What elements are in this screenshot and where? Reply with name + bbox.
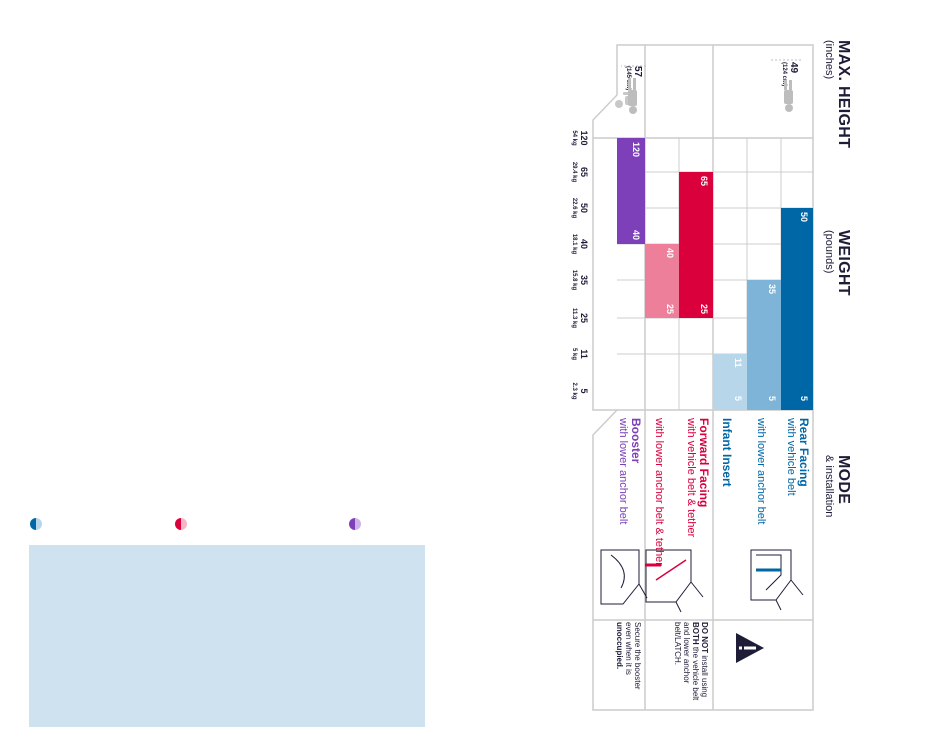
- bar-max-label: 40: [665, 248, 675, 259]
- info-panel: [29, 545, 425, 727]
- warning-both: BOTH: [691, 622, 700, 645]
- bar-forward-lower-anchor: [645, 244, 679, 318]
- weight-tick-lb: 11: [579, 349, 589, 359]
- weight-tick-lb: 120: [579, 130, 589, 146]
- bar-rear-vehicle-belt-rect: [781, 208, 813, 410]
- bar-infant-insert: [713, 354, 747, 410]
- weight-tick-lb: 50: [579, 202, 589, 213]
- bar-max-label: 35: [767, 284, 777, 295]
- weight-tick-kg: 15.8 kg: [571, 269, 577, 291]
- bar-max-label: 11: [733, 358, 743, 368]
- bar-min-label: 5: [733, 396, 743, 402]
- weight-tick-lb: 40: [579, 238, 589, 249]
- chart-grid: [592, 44, 814, 711]
- bar-infant-insert-rect: [713, 354, 747, 410]
- warning-booster: Secure the booster even when it is unocc…: [615, 622, 642, 702]
- warning-booster-text: Secure the booster even when it is: [624, 622, 642, 690]
- bar-min-label: 5: [799, 396, 809, 402]
- bar-max-label: 120: [631, 142, 641, 158]
- booster-color-dot: [349, 518, 361, 530]
- bar-forward-vehicle-belt-rect: [679, 172, 713, 318]
- forward-facing-color-dot: [175, 518, 187, 530]
- bar-booster-rect: [617, 138, 645, 244]
- bar-min-label: 25: [699, 304, 709, 315]
- weight-tick-lb: 65: [579, 166, 589, 177]
- weight-tick-kg: 54 kg: [571, 130, 577, 146]
- warning-do-not: DO NOT: [700, 622, 709, 654]
- weight-tick-kg: 5 kg: [571, 347, 577, 360]
- warning-unoccupied: unoccupied.: [615, 622, 624, 670]
- weight-tick-kg: 29.4 kg: [571, 161, 577, 183]
- car-seat-illustrations: [600, 549, 804, 613]
- bar-forward-vehicle-belt: [679, 172, 713, 318]
- warning-rear-forward: DO NOT install using BOTH the vehicle be…: [673, 622, 709, 702]
- rear-facing-color-dot: [30, 518, 42, 530]
- bar-min-label: 25: [665, 304, 675, 315]
- bar-rear-lower-anchor-rect: [747, 280, 781, 410]
- mode-infant-insert: Infant Insert: [720, 418, 734, 487]
- bar-forward-lower-anchor-rect: [645, 244, 679, 318]
- weight-tick-kg: 18.1 kg: [571, 233, 577, 255]
- weight-tick-kg: 11.3 kg: [571, 307, 577, 328]
- bar-min-label: 5: [767, 396, 777, 402]
- height-markers: [621, 59, 801, 114]
- bar-min-label: 40: [631, 230, 641, 241]
- weight-tick-lb: 35: [579, 274, 589, 285]
- bar-rear-lower-anchor: [747, 280, 781, 410]
- car-seat-chart: MODE & installation WEIGHT (pounds) MAX.…: [555, 0, 855, 752]
- mode-rear-lower-anchor: with lower anchor belt: [755, 418, 767, 525]
- bar-max-label: 50: [799, 212, 809, 223]
- warning-text-1: install using: [700, 653, 709, 698]
- weight-tick-kg: 2.3 kg: [571, 382, 577, 400]
- weight-tick-lb: 5: [579, 388, 589, 394]
- child-figure-icon: [628, 78, 793, 114]
- warning-icon: [736, 633, 764, 663]
- weight-tick-lb: 25: [579, 312, 589, 323]
- weight-tick-kg: 22.6 kg: [571, 197, 577, 219]
- bar-max-label: 65: [699, 176, 709, 187]
- bar-booster: [617, 138, 645, 244]
- bar-rear-vehicle-belt: [781, 208, 813, 410]
